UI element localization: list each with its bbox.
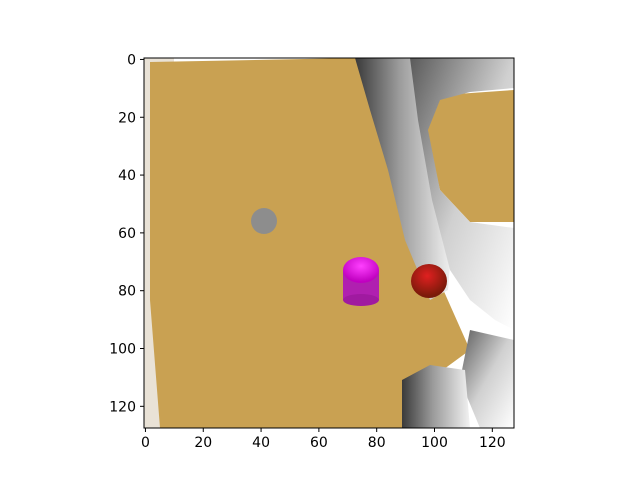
- x-tick-label: 60: [310, 435, 328, 451]
- x-tick-label: 0: [141, 435, 150, 451]
- robot-arm: [355, 58, 514, 428]
- y-tick-label: 120: [109, 399, 136, 415]
- y-tick-label: 20: [118, 110, 136, 126]
- gray-sphere: [251, 208, 277, 234]
- y-axis: 0 20 40 60 80 100 120: [109, 52, 144, 415]
- x-tick-label: 20: [194, 435, 212, 451]
- table-surface: [150, 58, 470, 428]
- x-axis: 0 20 40 60 80 100 120: [141, 428, 506, 451]
- x-tick-label: 100: [421, 435, 448, 451]
- table-surface-right: [428, 90, 514, 222]
- x-tick-label: 40: [252, 435, 270, 451]
- y-tick-label: 0: [127, 52, 136, 68]
- y-tick-label: 80: [118, 284, 136, 300]
- red-sphere: [411, 264, 447, 298]
- camera-image: [144, 58, 514, 428]
- x-tick-label: 120: [479, 435, 506, 451]
- axes-frame: [143, 57, 515, 429]
- y-tick-label: 40: [118, 168, 136, 184]
- y-tick-label: 60: [118, 226, 136, 242]
- x-tick-label: 80: [368, 435, 386, 451]
- magenta-cylinder: [343, 257, 379, 306]
- y-tick-label: 100: [109, 342, 136, 358]
